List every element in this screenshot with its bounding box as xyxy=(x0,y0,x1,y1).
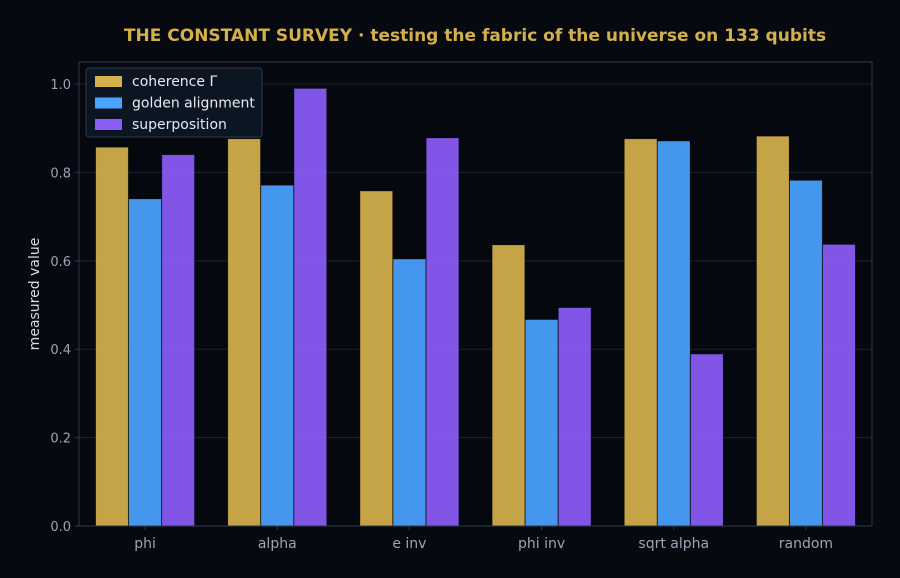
bar-coherence--phi-inv xyxy=(491,244,526,527)
legend: coherence Γ golden alignment superposition xyxy=(85,67,263,138)
x-tick-label: phi xyxy=(134,536,156,552)
x-tick-label: sqrt alpha xyxy=(638,536,709,552)
y-tick-label: 0.4 xyxy=(50,343,71,358)
legend-swatch xyxy=(95,76,122,87)
chart-title: THE CONSTANT SURVEY · testing the fabric… xyxy=(124,26,826,46)
bar-golden-alignment-random xyxy=(789,180,823,527)
legend-label: coherence Γ xyxy=(132,74,217,90)
bar-golden-alignment-sqrt-alpha xyxy=(657,140,691,527)
y-tick-label: 0.2 xyxy=(50,432,71,447)
legend-label: golden alignment xyxy=(132,96,255,112)
legend-swatch xyxy=(95,97,122,109)
bar-golden-alignment-alpha xyxy=(260,184,294,527)
bar-superposition-e-inv xyxy=(425,137,460,527)
bar-coherence--e-inv xyxy=(359,190,393,527)
bar-golden-alignment-e-inv xyxy=(392,258,426,527)
y-tick-label: 0.0 xyxy=(50,520,71,535)
plot-background xyxy=(79,62,872,526)
plot-area: 0.0 0.2 0.4 0.6 0.8 1.0 phi alpha e inv phi inv sq… xyxy=(50,61,873,552)
bar-superposition-phi xyxy=(161,154,195,527)
x-tick-label: alpha xyxy=(258,536,297,552)
y-tick-label: 1.0 xyxy=(50,78,71,93)
bar-superposition-sqrt-alpha xyxy=(690,353,724,527)
bar-golden-alignment-phi-inv xyxy=(525,319,559,527)
bar-golden-alignment-phi xyxy=(128,198,162,527)
y-axis-label: measured value xyxy=(27,238,43,351)
x-tick-label: phi inv xyxy=(518,536,565,552)
bar-coherence--random xyxy=(756,135,790,527)
bar-coherence--alpha xyxy=(227,138,261,527)
bar-superposition-phi-inv xyxy=(558,307,592,527)
bar-coherence--sqrt-alpha xyxy=(624,138,658,527)
x-tick-label: e inv xyxy=(392,536,426,552)
y-tick-label: 0.6 xyxy=(50,255,71,270)
legend-label: superposition xyxy=(132,117,227,133)
y-tick-label: 0.8 xyxy=(50,166,71,181)
legend-box xyxy=(85,67,263,138)
legend-swatch xyxy=(95,119,122,130)
bar-superposition-alpha xyxy=(293,88,327,527)
bar-coherence--phi xyxy=(95,146,129,527)
bar-superposition-random xyxy=(822,244,856,527)
axes-frame xyxy=(78,61,873,527)
x-tick-label: random xyxy=(779,536,833,552)
